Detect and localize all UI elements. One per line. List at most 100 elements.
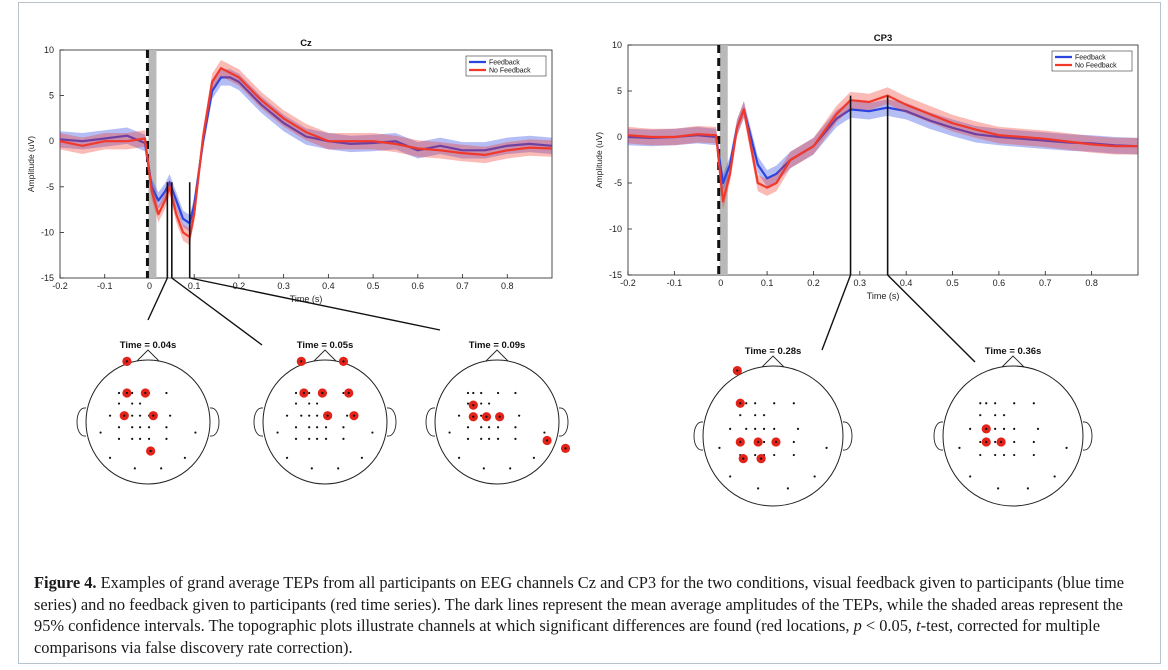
electrode [131,414,134,417]
x-tick-label: 0.7 [1039,278,1052,288]
electrode [99,431,102,434]
caption-t: t [916,616,921,635]
series-line [59,76,553,225]
electrode [310,467,313,470]
head-ear-left [76,407,87,437]
electrode [773,427,776,430]
head-ear-right [386,407,397,437]
y-tick-label: 5 [617,86,622,96]
electrode [718,446,721,449]
electrode [324,426,328,429]
y-tick-label: -15 [609,270,622,280]
stimulus-artifact-band [148,50,157,278]
figure-caption: Figure 4. Examples of grand average TEPs… [34,572,1142,658]
caption-lt: < 0.05, [861,616,917,635]
electrode [1000,440,1003,444]
electrode [342,391,345,395]
head-ear-right [558,407,569,437]
electrode [979,414,982,417]
x-tick-label: 0.3 [277,281,290,291]
electrode [152,414,155,417]
electrode [994,440,997,444]
electrode [773,402,776,405]
electrode [994,427,997,430]
electrode [371,431,374,434]
x-tick-label: -0.1 [97,281,113,291]
electrode [1013,427,1016,430]
electrode [315,426,319,429]
electrode [138,402,142,405]
electrode [294,437,298,440]
electrode [165,426,168,429]
electrode [108,414,112,417]
y-tick-label: 10 [44,45,54,55]
legend-label: No Feedback [489,68,531,75]
electrode [985,440,988,444]
electrode [498,415,501,418]
topoplot: Time = 0.05s [253,340,397,485]
y-tick-label: -10 [41,227,54,237]
x-tick-label: 0.3 [854,278,867,288]
electrode [543,431,546,434]
legend-label: No Feedback [1075,63,1117,70]
figure-graphic: -0.2 -0.1 0 0.1 0.2 0.3 0.4 0.5 0.6 0.7 0.8 10 5 0 -5 -… [26,33,1139,507]
electrode [125,391,129,395]
electrode [480,437,483,440]
electrode [138,437,142,440]
electrode [342,426,345,429]
electrode [138,426,142,429]
electrode [300,414,303,417]
electrode [994,402,997,405]
x-tick-label: 0.4 [900,278,913,288]
electrode [285,456,289,459]
y-tick-label: -5 [46,182,54,192]
x-tick-label: -0.1 [667,278,683,288]
head-ear-right [842,421,853,451]
x-tick-label: 0.8 [501,281,514,291]
electrode [480,426,483,429]
electrode [729,475,732,478]
electrode [183,456,186,459]
topoplot-title: Time = 0.28s [745,346,802,357]
electrode [792,453,795,457]
electrode [1032,402,1035,405]
electrode [739,402,742,405]
x-tick-label: 0.1 [761,278,774,288]
electrode [165,437,168,440]
axes-box [627,44,1139,276]
electrode [518,414,521,417]
electrode [466,402,470,405]
time-connector-line [189,277,441,331]
topoplot-title: Time = 0.09s [469,340,526,351]
electrode [487,426,491,429]
head-ear-right [209,407,220,437]
electrode [321,391,324,395]
x-tick-label: 0.1 [188,281,201,291]
electrode [985,427,988,430]
electrode [149,449,152,453]
x-tick-label: 0.8 [1085,278,1098,288]
topographic-plots: Time = 0.04s Time = 0.05s Time = 0.09s Time… [76,340,1093,507]
electrode [308,437,311,440]
electrode [302,391,306,395]
electrode [736,369,739,372]
y-axis-label: Amplitude (uV) [26,136,36,192]
electrode [757,440,760,444]
electrode [300,360,303,363]
electrode [133,467,136,470]
series-line [627,106,1139,185]
topoplot: Time = 0.09s [425,340,571,485]
electrode [742,457,745,460]
electrode [337,467,340,470]
electrode [308,426,311,429]
electrode [754,427,757,430]
series-ci-band [60,60,552,246]
x-tick-label: -0.2 [620,278,636,288]
electrode [147,426,151,429]
electrode [308,402,311,405]
legend-label: Feedback [1075,55,1106,62]
x-tick-label: 0.4 [322,281,335,291]
electrode [496,437,500,440]
topoplot: Time = 0.04s [76,340,220,485]
electrode [813,475,816,478]
